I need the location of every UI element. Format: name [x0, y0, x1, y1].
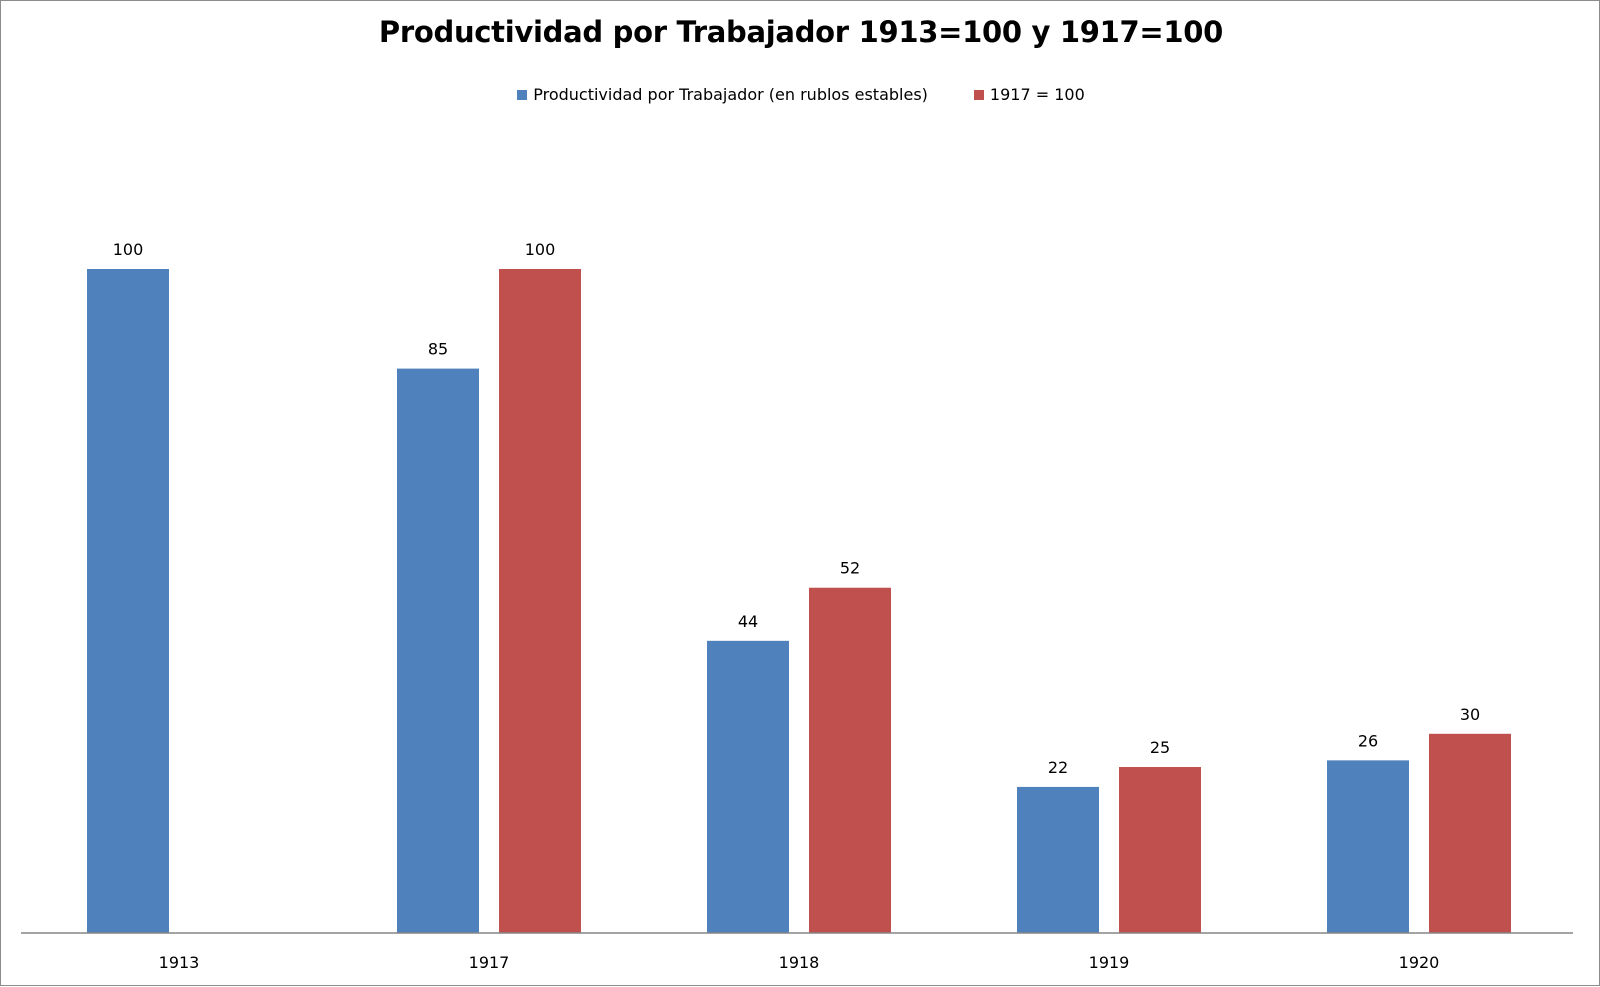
x-tick-label-1920: 1920 [1399, 953, 1440, 972]
data-label-1918-series-1: 44 [738, 612, 758, 631]
legend-item-series-2: 1917 = 100 [973, 85, 1085, 104]
x-tick-label-1913: 1913 [159, 953, 200, 972]
bar-1917-series-2 [499, 269, 581, 933]
chart-title: Productividad por Trabajador 1913=100 y … [378, 15, 1224, 49]
data-label-1920-series-1: 26 [1358, 731, 1378, 750]
bar-1919-series-2 [1119, 767, 1201, 933]
bar-1919-series-1 [1017, 786, 1099, 933]
data-label-1918-series-2: 52 [840, 559, 860, 578]
bar-1918-series-1 [707, 640, 789, 933]
data-label-1917-series-2: 100 [525, 240, 556, 259]
x-tick-label-1918: 1918 [779, 953, 820, 972]
legend-swatch-series-2 [973, 89, 984, 100]
legend-label-series-1: Productividad por Trabajador (en rublos … [533, 85, 928, 104]
bar-1920-series-1 [1327, 760, 1409, 933]
data-label-1919-series-2: 25 [1150, 738, 1170, 757]
legend-label-series-2: 1917 = 100 [989, 85, 1085, 104]
x-tick-label-1917: 1917 [469, 953, 510, 972]
bar-1917-series-1 [397, 368, 479, 934]
data-label-1917-series-1: 85 [428, 340, 448, 359]
x-tick-label-1919: 1919 [1089, 953, 1130, 972]
legend-item-series-1: Productividad por Trabajador (en rublos … [517, 85, 928, 104]
chart-legend: Productividad por Trabajador (en rublos … [1, 85, 1600, 104]
data-label-1919-series-1: 22 [1048, 758, 1068, 777]
legend-swatch-series-1 [517, 89, 528, 100]
bar-1920-series-2 [1429, 733, 1511, 933]
data-label-1920-series-2: 30 [1460, 705, 1480, 724]
bar-1918-series-2 [809, 587, 891, 933]
data-label-1913-series-1: 100 [113, 240, 144, 259]
bar-1913-series-1 [87, 269, 169, 933]
